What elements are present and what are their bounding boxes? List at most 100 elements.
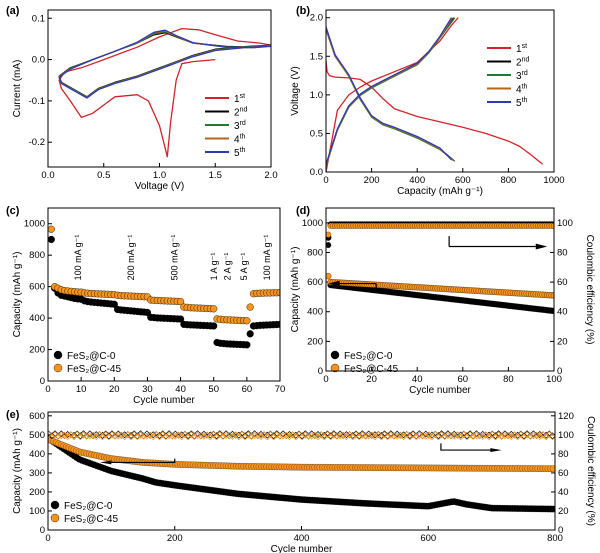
- data-point: [263, 433, 271, 441]
- rate-label: 100 mA g⁻¹: [262, 235, 272, 281]
- data-point: [472, 432, 480, 440]
- data-point: [57, 430, 65, 438]
- data-point: [457, 433, 465, 441]
- data-point: [412, 433, 420, 441]
- data-point: [472, 430, 480, 438]
- legend-swatch: [53, 363, 63, 373]
- arrowhead: [328, 280, 340, 287]
- data-point: [479, 432, 487, 440]
- legend-swatch: [330, 350, 340, 360]
- data-point: [355, 432, 363, 440]
- axes-frame: [47, 9, 272, 168]
- data-point: [323, 431, 331, 439]
- data-point: [209, 431, 217, 439]
- data-point: [320, 431, 328, 439]
- rate-label: 1 A g⁻¹: [209, 253, 219, 281]
- y-tick-label: -0.2: [29, 137, 45, 148]
- data-point: [536, 433, 544, 441]
- legend-label: 3rd: [234, 120, 246, 132]
- data-point: [251, 432, 259, 440]
- data-point: [438, 431, 446, 439]
- data-point: [83, 432, 91, 440]
- y-tick-label: 400: [307, 307, 323, 318]
- data-point: [209, 430, 217, 438]
- panel-label: (b): [296, 5, 310, 17]
- data-point: [243, 341, 251, 349]
- data-point: [444, 431, 452, 439]
- legend-label: 4th: [234, 134, 246, 146]
- data-point: [434, 432, 442, 440]
- data-point: [243, 317, 251, 325]
- data-point: [434, 433, 442, 441]
- axes-frame: [47, 411, 556, 531]
- x-tick-label: 800: [500, 175, 516, 186]
- x-tick-label: 0.0: [41, 170, 54, 181]
- x-tick-label: 20: [109, 384, 120, 395]
- plot-area: [48, 225, 280, 349]
- data-point: [548, 432, 555, 440]
- data-point: [551, 222, 554, 229]
- legend-label: FeS₂@C-45: [64, 514, 118, 525]
- data-point: [314, 433, 322, 441]
- data-point: [377, 432, 385, 440]
- data-point: [232, 431, 240, 439]
- x-tick-label: 60: [242, 384, 253, 395]
- data-point: [339, 431, 347, 439]
- data-point: [203, 431, 211, 439]
- data-point: [463, 432, 471, 440]
- x-axis-label: Cycle number: [271, 544, 333, 553]
- data-point: [349, 431, 357, 439]
- data-point: [327, 432, 335, 440]
- data-point: [317, 431, 325, 439]
- data-point: [187, 431, 195, 439]
- x-tick-label: 0: [323, 374, 328, 385]
- data-point: [279, 432, 287, 440]
- data-point: [266, 431, 274, 439]
- data-point: [327, 433, 335, 441]
- data-point: [48, 235, 55, 244]
- y-tick-label: 200: [29, 487, 45, 498]
- data-point: [246, 303, 254, 311]
- x-tick-label: 70: [275, 384, 286, 395]
- data-point: [48, 431, 53, 439]
- panel-a: (a) 0.0 0.5 1.0 1.5 2.0 -0.2 -0.1 0.0 0.1 Voltage …: [6, 5, 278, 192]
- x-axis-label: Voltage (V): [135, 181, 184, 192]
- data-point: [162, 433, 170, 441]
- data-point: [127, 431, 135, 439]
- data-point: [235, 433, 243, 441]
- y-right-tick-label: 60: [558, 468, 569, 479]
- legend-label: FeS₂@C-45: [344, 364, 398, 375]
- legend-label: FeS₂@C-0: [67, 351, 116, 362]
- data-point: [54, 432, 62, 440]
- y-tick-label: 400: [29, 449, 45, 460]
- data-point: [127, 433, 135, 441]
- series-line-5th: [326, 26, 452, 161]
- y-right-tick-label: 40: [558, 487, 569, 498]
- legend-label: 4th: [516, 84, 528, 96]
- data-point: [48, 432, 56, 440]
- x-tick-label: 100: [546, 374, 562, 385]
- data-point: [216, 431, 224, 439]
- data-point: [105, 432, 113, 440]
- data-point: [184, 432, 192, 440]
- y-tick-label: 100: [29, 506, 45, 517]
- data-point: [247, 432, 255, 440]
- data-point: [507, 432, 515, 440]
- x-tick-label: 40: [175, 384, 186, 395]
- y-axis-label: Capacity (mAh g⁻¹): [12, 252, 23, 338]
- y-tick-label: 800: [29, 250, 45, 261]
- y-tick-label: 0.0: [32, 55, 45, 66]
- data-point: [320, 433, 328, 441]
- series-line-3rd: [326, 29, 456, 162]
- data-point: [529, 430, 537, 438]
- data-point: [450, 432, 458, 440]
- data-point: [466, 431, 474, 439]
- data-point: [171, 432, 179, 440]
- panel-b: (b) 0 200 400 600 800 1000 0.0 0.5 1.0 1.5 2.0 Capac…: [290, 5, 565, 197]
- x-tick-label: 200: [167, 533, 183, 544]
- data-point: [485, 431, 493, 439]
- data-point: [550, 307, 554, 315]
- x-tick-label: 600: [455, 175, 471, 186]
- arrow: [440, 443, 492, 451]
- x-tick-label: 80: [503, 374, 514, 385]
